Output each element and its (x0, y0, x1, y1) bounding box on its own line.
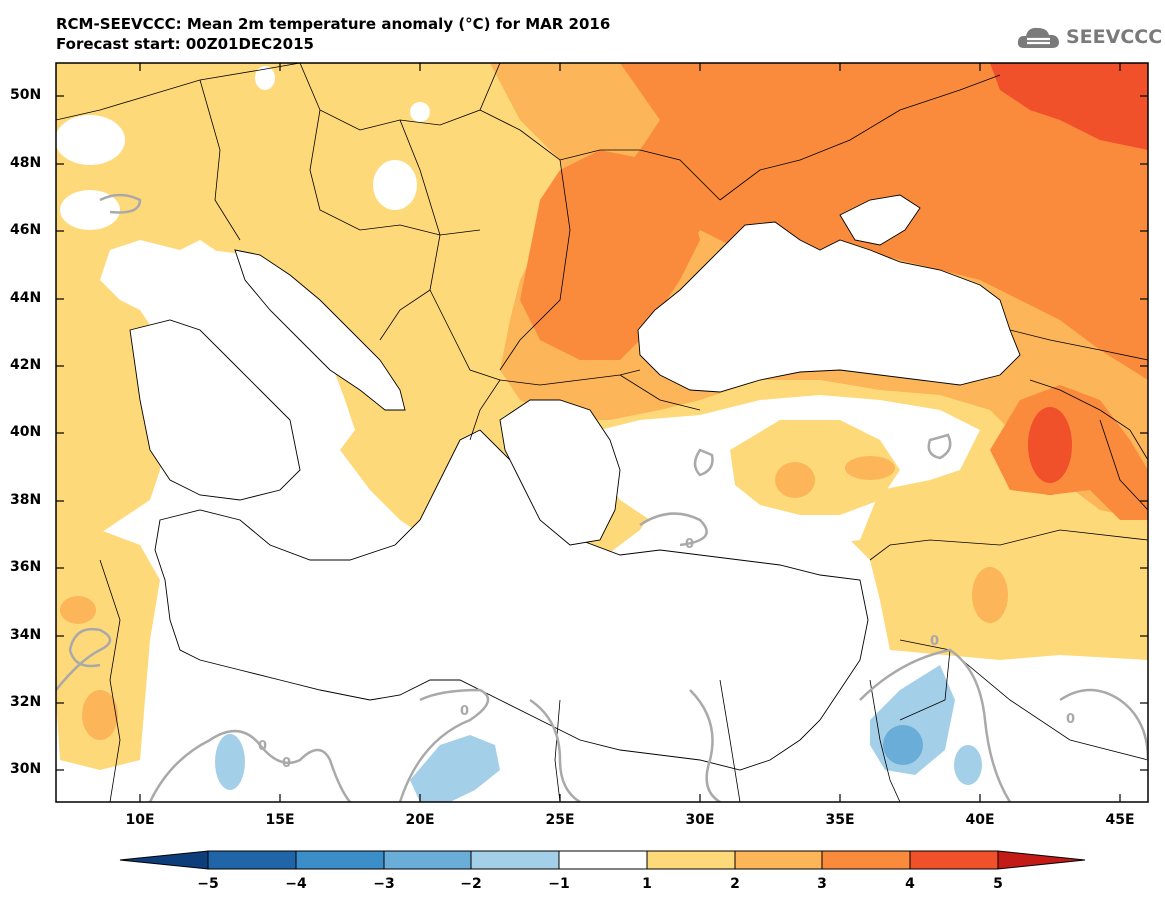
colorbar-segment (207, 850, 297, 870)
colorbar-segment (119, 850, 209, 870)
lat-label: 30N (10, 761, 42, 777)
colorbar (119, 850, 1086, 870)
anomaly-neg1to2-egypt (410, 735, 500, 802)
lat-label: 42N (10, 357, 42, 373)
lon-label: 45E (1105, 812, 1135, 828)
lat-label: 32N (10, 694, 42, 710)
anomaly-neg1to2-libya (215, 734, 245, 790)
anomaly-white-patch-5 (410, 102, 430, 122)
colorbar-segment (470, 850, 560, 870)
colorbar-label: −5 (197, 876, 219, 892)
lat-label: 34N (10, 627, 42, 643)
logo-text: SEEVCCC (1066, 26, 1163, 48)
colorbar-label: −4 (285, 876, 307, 892)
anomaly-4to5-northeast (990, 63, 1148, 150)
anomaly-2to3-anatolia-2 (845, 456, 895, 480)
contour-label: 0 (258, 739, 267, 754)
map-title: RCM-SEEVCCC: Mean 2m temperature anomaly… (56, 14, 610, 54)
colorbar-segment (383, 850, 472, 870)
lon-label: 10E (125, 812, 155, 828)
lat-label: 40N (10, 424, 42, 440)
tyrrhenian-sea (129, 319, 301, 501)
colorbar-segment (295, 850, 385, 870)
colorbar-label: −3 (373, 876, 395, 892)
lon-label: 35E (825, 812, 855, 828)
lon-label: 20E (405, 812, 435, 828)
anomaly-2to3-tunisia-2 (60, 596, 96, 624)
colorbar-segment (646, 850, 736, 870)
colorbar-segment (821, 850, 911, 870)
lat-label: 50N (10, 87, 42, 103)
anomaly-white-patch-3 (60, 190, 120, 230)
lon-label: 25E (545, 812, 575, 828)
country-borders (56, 63, 1148, 802)
aegean-sea (499, 399, 621, 546)
lat-label: 48N (10, 155, 42, 171)
contour-label: 0 (685, 537, 694, 552)
title-line-1: RCM-SEEVCCC: Mean 2m temperature anomaly… (56, 15, 611, 33)
anomaly-3to4-romania (520, 150, 700, 360)
lat-label: 46N (10, 222, 42, 238)
lat-label: 38N (10, 492, 42, 508)
anomaly-white-italy (200, 250, 355, 450)
colorbar-label: 2 (730, 876, 740, 892)
lat-ticks (56, 95, 1148, 771)
lon-ticks (139, 63, 1121, 802)
anomaly-2to3-anatolia (775, 462, 815, 498)
lon-label: 30E (685, 812, 715, 828)
contour-label: 0 (282, 756, 291, 771)
colorbar-segment (558, 850, 648, 870)
anomaly-white-patch-4 (255, 66, 275, 90)
cloud-icon (1017, 27, 1059, 48)
zero-contours (56, 193, 1148, 802)
lat-label: 44N (10, 290, 42, 306)
contour-label: 0 (1066, 712, 1075, 727)
adriatic-sea (234, 249, 406, 411)
anomaly-white-patch-1 (373, 160, 417, 210)
colorbar-label: −1 (548, 876, 570, 892)
colorbar-label: 1 (642, 876, 652, 892)
colorbar-label: 4 (905, 876, 915, 892)
anomaly-1to2-anatolia-blob (730, 420, 900, 515)
seevccc-logo: SEEVCCC (1016, 22, 1162, 52)
anomaly-white-patch-2 (56, 115, 125, 165)
anomaly-2to3-tunisia (82, 690, 118, 740)
colorbar-segment (909, 850, 999, 870)
anomaly-neg1to2-saudi (954, 745, 982, 785)
anomaly-1to2-tunisia (56, 530, 160, 770)
mediterranean-sea (154, 429, 869, 771)
sea-of-azov (839, 194, 921, 246)
contour-labels: 0 0 0 0 0 0 (258, 537, 1075, 771)
lat-label: 36N (10, 559, 42, 575)
anomaly-1to2-middle-east (870, 530, 1148, 660)
contour-label: 0 (460, 704, 469, 719)
lon-label: 15E (265, 812, 295, 828)
anomaly-4to5-caucasus-core (1028, 407, 1072, 483)
title-line-2: Forecast start: 00Z01DEC2015 (56, 35, 314, 53)
colorbar-segment (997, 850, 1086, 870)
lon-label: 40E (965, 812, 995, 828)
colorbar-segment (734, 850, 823, 870)
colorbar-label: −2 (460, 876, 482, 892)
colorbar-label: 3 (817, 876, 827, 892)
sea-areas (129, 194, 1021, 771)
contour-label: 0 (930, 634, 939, 649)
anomaly-2to3-middle-east (972, 567, 1008, 623)
colorbar-label: 5 (993, 876, 1003, 892)
anomaly-neg2to3-jordan (883, 725, 923, 765)
